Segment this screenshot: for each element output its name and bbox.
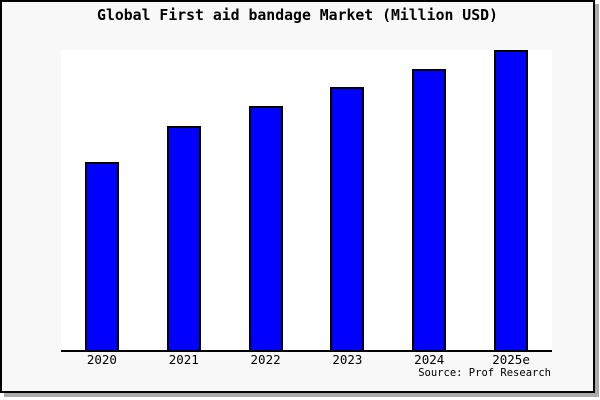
x-tick-label-2020: 2020 [86, 352, 117, 367]
bar-slot-2024 [388, 50, 470, 350]
bar-2022 [248, 106, 283, 350]
bar-2025e [494, 50, 529, 350]
chart-title: Global First aid bandage Market (Million… [97, 7, 498, 24]
x-tick-label-2025e: 2025e [492, 352, 530, 367]
bar-slot-2023 [306, 50, 388, 350]
x-axis-line [61, 350, 552, 352]
x-tick-label-2023: 2023 [332, 352, 363, 367]
bar-slot-2022 [225, 50, 307, 350]
x-axis-labels: 2020 2021 2022 2023 2024 2025e [61, 353, 552, 366]
bar-slot-2020 [61, 50, 143, 350]
bar-slot-2021 [143, 50, 225, 350]
source-credit: Source: Prof Research [418, 367, 551, 379]
chart-frame: Global First aid bandage Market (Million… [0, 0, 595, 393]
bar-2020 [84, 162, 119, 350]
plot-area [61, 50, 552, 350]
bar-2023 [330, 87, 365, 350]
x-tick-label-2024: 2024 [414, 352, 445, 367]
x-tick-label-2021: 2021 [168, 352, 199, 367]
bar-2021 [166, 126, 201, 350]
bar-2024 [412, 69, 447, 350]
bar-slot-2025e [470, 50, 552, 350]
x-tick-label-2022: 2022 [250, 352, 281, 367]
